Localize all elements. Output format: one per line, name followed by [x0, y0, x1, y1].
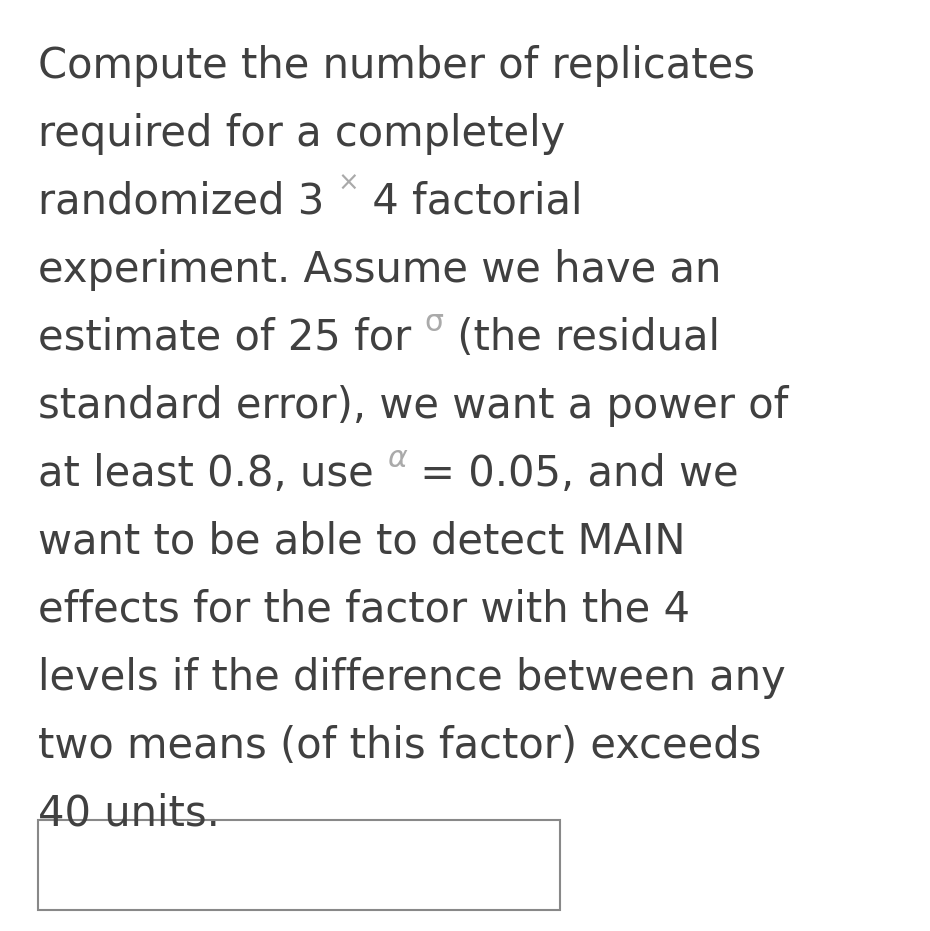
- Text: = 0.05, and we: = 0.05, and we: [406, 453, 738, 495]
- Text: 4 factorial: 4 factorial: [359, 181, 583, 223]
- Text: standard error), we want a power of: standard error), we want a power of: [38, 385, 789, 427]
- Text: α: α: [387, 444, 406, 473]
- Text: 40 units.: 40 units.: [38, 793, 219, 835]
- Text: effects for the factor with the 4: effects for the factor with the 4: [38, 589, 690, 631]
- Text: want to be able to detect MAIN: want to be able to detect MAIN: [38, 521, 685, 563]
- Text: levels if the difference between any: levels if the difference between any: [38, 657, 786, 699]
- FancyBboxPatch shape: [38, 820, 560, 910]
- Text: required for a completely: required for a completely: [38, 113, 565, 155]
- Text: (the residual: (the residual: [444, 317, 720, 359]
- Text: σ: σ: [424, 308, 444, 337]
- Text: Compute the number of replicates: Compute the number of replicates: [38, 45, 755, 87]
- Text: ×: ×: [338, 171, 359, 197]
- Text: experiment. Assume we have an: experiment. Assume we have an: [38, 249, 722, 291]
- Text: estimate of 25 for: estimate of 25 for: [38, 317, 424, 359]
- Text: randomized 3: randomized 3: [38, 181, 338, 223]
- Text: at least 0.8, use: at least 0.8, use: [38, 453, 387, 495]
- Text: two means (of this factor) exceeds: two means (of this factor) exceeds: [38, 725, 762, 767]
